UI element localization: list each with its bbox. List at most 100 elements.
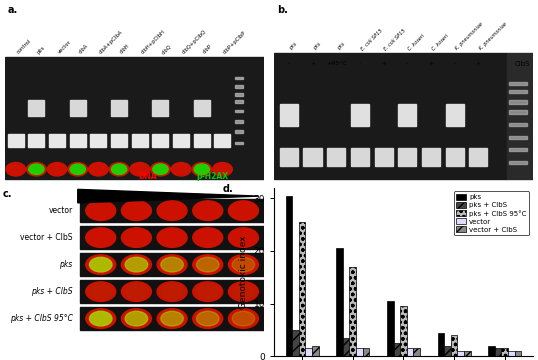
Bar <box>312 346 318 356</box>
Circle shape <box>213 162 232 176</box>
Text: MOI: MOI <box>78 192 96 201</box>
Bar <box>152 100 168 116</box>
Text: c.: c. <box>3 189 12 199</box>
Bar <box>336 248 343 356</box>
Bar <box>80 226 264 249</box>
Text: K. pneumoniae: K. pneumoniae <box>455 22 484 51</box>
Circle shape <box>161 257 183 272</box>
Text: -: - <box>359 61 361 66</box>
Bar <box>374 148 393 166</box>
Bar <box>5 57 264 159</box>
Text: clbH: clbH <box>119 43 131 55</box>
Circle shape <box>232 257 254 272</box>
Circle shape <box>232 284 254 299</box>
Bar <box>194 100 210 116</box>
Bar <box>509 100 527 104</box>
Bar <box>509 111 527 114</box>
Text: -: - <box>406 61 408 66</box>
Polygon shape <box>78 189 259 203</box>
Circle shape <box>229 255 258 274</box>
Text: ClbS: ClbS <box>514 61 530 67</box>
Circle shape <box>125 257 147 272</box>
Circle shape <box>193 201 223 220</box>
Bar <box>235 93 243 96</box>
Bar <box>444 346 451 356</box>
Bar <box>509 81 527 85</box>
Text: +: + <box>381 61 386 66</box>
Circle shape <box>229 201 258 220</box>
Circle shape <box>161 311 183 326</box>
Bar <box>235 100 243 103</box>
Text: -: - <box>288 61 290 66</box>
Circle shape <box>122 255 151 274</box>
Text: clbQ: clbQ <box>160 43 172 55</box>
Bar <box>80 280 264 303</box>
Text: a.: a. <box>8 5 18 15</box>
Text: E. coli SP15: E. coli SP15 <box>360 28 384 51</box>
Circle shape <box>161 284 183 299</box>
Circle shape <box>193 282 223 301</box>
Circle shape <box>29 164 44 175</box>
Text: clbP+pClbP: clbP+pClbP <box>223 30 247 55</box>
Text: clbA: clbA <box>78 44 89 55</box>
Bar <box>327 148 345 166</box>
Text: pks: pks <box>37 45 46 55</box>
Text: +: + <box>476 61 481 66</box>
Y-axis label: Genotoxic index: Genotoxic index <box>239 235 248 309</box>
Circle shape <box>47 162 67 176</box>
Circle shape <box>193 255 223 274</box>
Text: vector: vector <box>48 206 73 215</box>
Bar <box>413 348 420 356</box>
Bar <box>422 148 440 166</box>
Circle shape <box>122 201 151 220</box>
Bar <box>286 195 292 356</box>
Bar <box>292 330 299 356</box>
Bar <box>469 148 487 166</box>
Bar <box>509 123 527 126</box>
Circle shape <box>122 228 151 247</box>
Text: clbQ+pClbQ: clbQ+pClbQ <box>181 29 207 55</box>
Bar <box>29 134 45 147</box>
Text: E. coli SP15: E. coli SP15 <box>384 28 407 51</box>
Circle shape <box>122 309 151 328</box>
Bar <box>111 134 127 147</box>
Circle shape <box>229 309 258 328</box>
Circle shape <box>171 162 191 176</box>
Bar <box>235 77 243 79</box>
Bar <box>80 253 264 276</box>
Text: +95°C: +95°C <box>326 61 346 66</box>
Bar <box>173 134 189 147</box>
Circle shape <box>68 162 88 176</box>
Bar <box>351 104 369 126</box>
Bar <box>29 100 45 116</box>
Text: d.: d. <box>223 184 233 194</box>
Bar <box>90 134 107 147</box>
Bar <box>351 148 369 166</box>
Bar <box>343 338 349 356</box>
Text: vector + ClbS: vector + ClbS <box>20 233 73 242</box>
Text: C. koseri: C. koseri <box>431 33 449 51</box>
Circle shape <box>193 309 223 328</box>
Circle shape <box>89 162 108 176</box>
Circle shape <box>192 162 211 176</box>
Bar <box>356 348 363 356</box>
Bar <box>509 90 527 94</box>
Circle shape <box>194 164 209 175</box>
Bar <box>363 348 369 356</box>
Bar <box>457 351 464 356</box>
Bar <box>445 148 464 166</box>
Circle shape <box>70 164 86 175</box>
Bar <box>299 222 306 356</box>
Bar <box>111 100 127 116</box>
Text: pks: pks <box>59 260 73 269</box>
Bar <box>509 148 527 151</box>
Bar <box>235 130 243 133</box>
Circle shape <box>157 309 187 328</box>
Bar <box>464 351 471 356</box>
Bar <box>194 134 210 147</box>
Text: clbA+pClbA: clbA+pClbA <box>98 29 124 55</box>
Text: clbH+pClbH: clbH+pClbH <box>140 29 166 55</box>
Circle shape <box>193 228 223 247</box>
Bar <box>235 141 243 144</box>
Text: K. pneumoniae: K. pneumoniae <box>478 22 508 51</box>
